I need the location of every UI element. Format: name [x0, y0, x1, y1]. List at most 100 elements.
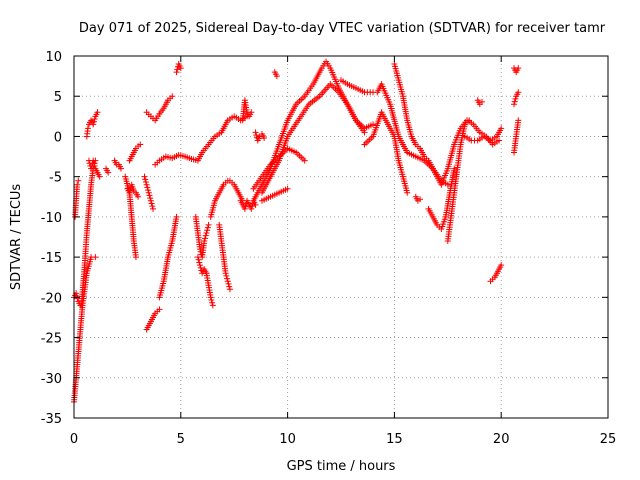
data-point-fill [223, 272, 230, 279]
data-point [173, 213, 180, 220]
data-point [74, 181, 81, 188]
data-point [451, 165, 458, 172]
data-point-fill [142, 176, 149, 183]
data-point [273, 73, 280, 80]
data-point [126, 189, 133, 196]
data-point-fill [91, 162, 98, 169]
data-point [239, 197, 246, 204]
data-point-fill [144, 184, 151, 191]
data-points [71, 58, 522, 405]
data-point [205, 221, 212, 228]
data-point [92, 254, 99, 261]
data-point [498, 262, 505, 269]
data-point-fill [148, 200, 155, 207]
data-point-fill [226, 283, 233, 290]
plot-frame [73, 55, 609, 419]
y-tick-label: 10 [45, 50, 62, 65]
data-point-fill [149, 203, 156, 210]
data-point [284, 185, 291, 192]
data-point [222, 270, 229, 277]
axis-ticks: 0 5 10 15 20 25 10 5 0 -5 -10 -15 -20 -25 -30 -35 [41, 50, 617, 447]
data-point-fill [204, 224, 211, 231]
data-point-fill [511, 98, 518, 105]
data-point [252, 129, 259, 136]
grid-lines [74, 56, 608, 418]
data-point [169, 93, 176, 100]
data-point [252, 201, 259, 208]
data-point-fill [202, 232, 209, 239]
data-point-fill [147, 195, 154, 202]
y-tick-label: -30 [41, 372, 62, 387]
y-axis-label: SDTVAR / TECUs [9, 184, 24, 291]
data-point [498, 125, 505, 132]
data-point-fill [195, 256, 202, 263]
data-point [515, 117, 522, 124]
data-point [105, 169, 112, 176]
x-tick-label: 20 [493, 432, 510, 447]
chart-title: Day 071 of 2025, Sidereal Day-to-day VTE… [79, 21, 606, 36]
data-point [75, 177, 82, 184]
data-point [261, 135, 268, 142]
data-point [515, 89, 522, 96]
data-point-fill [90, 160, 97, 167]
data-point [248, 205, 255, 212]
data-point-fill [145, 187, 152, 194]
data-point [135, 193, 142, 200]
data-point [147, 197, 154, 204]
data-point-fill [204, 227, 211, 234]
y-tick-label: -10 [41, 211, 62, 226]
y-tick-label: -35 [41, 412, 62, 427]
data-point [96, 173, 103, 180]
data-point-fill [225, 280, 232, 287]
data-point [417, 196, 424, 203]
data-point-fill [90, 118, 97, 125]
data-point-fill [146, 192, 153, 199]
y-tick-label: 5 [54, 90, 62, 105]
data-point [94, 109, 101, 116]
x-tick-label: 5 [177, 432, 185, 447]
data-point [84, 125, 91, 132]
data-point [156, 306, 163, 313]
data-point [444, 181, 451, 188]
data-point [194, 254, 201, 261]
data-point-fill [142, 179, 149, 186]
data-point [141, 173, 148, 180]
data-point-fill [253, 132, 260, 139]
data-point-fill [196, 259, 203, 266]
y-tick-label: -25 [41, 332, 62, 347]
data-point [197, 246, 204, 253]
data-point-fill [249, 203, 255, 210]
data-point [511, 101, 518, 108]
data-point [404, 189, 411, 196]
data-point [226, 286, 233, 293]
y-tick-label: -5 [49, 171, 62, 186]
data-point [207, 294, 214, 301]
data-point [132, 254, 139, 261]
data-point [150, 205, 157, 212]
data-point [515, 65, 522, 72]
y-tick-label: 0 [54, 130, 62, 145]
data-point [301, 157, 308, 164]
data-point-fill [73, 292, 80, 299]
data-point-fill [512, 95, 519, 102]
data-point-fill [242, 203, 249, 210]
data-point [224, 278, 231, 285]
y-tick-label: -20 [41, 291, 62, 306]
x-tick-label: 0 [70, 432, 78, 447]
data-point [90, 157, 97, 164]
data-point-fill [127, 187, 134, 194]
data-point [197, 262, 204, 269]
data-point [201, 238, 208, 245]
y-tick-label: -15 [41, 251, 62, 266]
data-point [137, 141, 144, 148]
data-point-fill [174, 66, 181, 73]
data-point [143, 181, 150, 188]
x-tick-label: 10 [279, 432, 296, 447]
data-point-fill [224, 275, 231, 282]
data-point [177, 65, 184, 72]
data-point [203, 229, 210, 236]
data-point [248, 109, 255, 116]
data-point [117, 165, 124, 172]
x-tick-label: 25 [600, 432, 617, 447]
